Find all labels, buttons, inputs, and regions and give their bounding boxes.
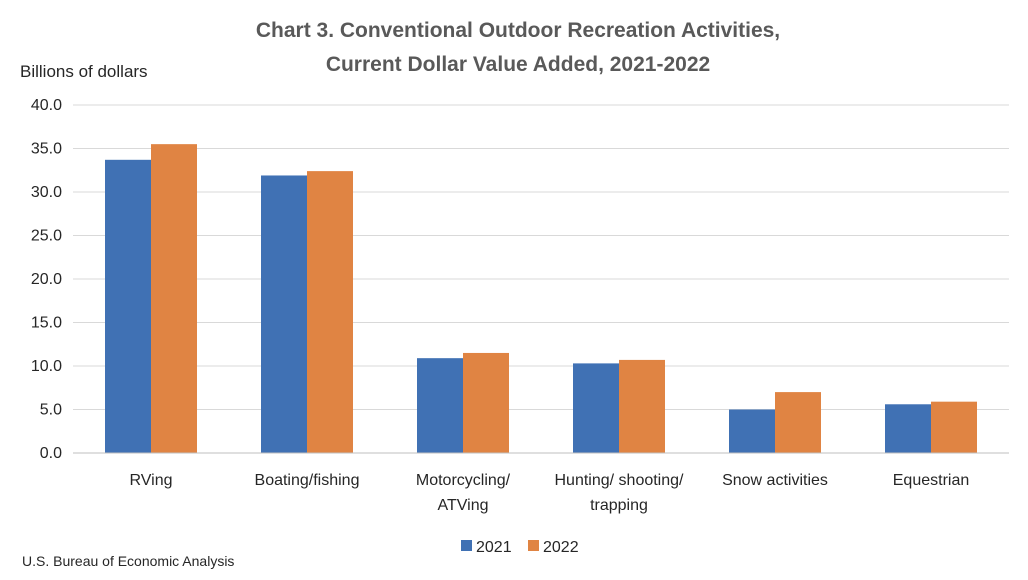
legend-swatch-2022 — [528, 540, 539, 551]
bar-2021 — [105, 159, 151, 453]
legend: 2021 2022 — [461, 539, 579, 556]
legend-label: 2021 — [476, 539, 512, 556]
bar-2022 — [775, 392, 821, 453]
legend-swatch-2021 — [461, 540, 472, 551]
y-axis-label: Billions of dollars — [20, 62, 148, 81]
x-category-label: ATVing — [438, 497, 489, 514]
y-tick-label: 30.0 — [31, 184, 62, 201]
x-category-label: Equestrian — [893, 472, 970, 489]
bar-2022 — [619, 359, 665, 453]
gridlines — [73, 104, 1009, 410]
x-category-label: Hunting/ shooting/ — [555, 472, 685, 489]
bar-2022 — [931, 401, 977, 453]
bar-2021 — [729, 409, 775, 453]
y-tick-label: 5.0 — [40, 402, 62, 419]
bar-2022 — [463, 352, 509, 453]
bar-2022 — [307, 171, 353, 453]
y-tick-label: 15.0 — [31, 315, 62, 332]
source-note: U.S. Bureau of Economic Analysis — [22, 553, 234, 569]
y-tick-label: 40.0 — [31, 97, 62, 114]
bar-2021 — [417, 358, 463, 453]
x-category-label: Snow activities — [722, 472, 828, 489]
bar-2022 — [151, 144, 197, 453]
bars — [105, 144, 977, 453]
chart-title: Chart 3. Conventional Outdoor Recreation… — [256, 19, 780, 76]
y-tick-label: 0.0 — [40, 445, 62, 462]
y-tick-label: 35.0 — [31, 141, 62, 158]
x-category-label: trapping — [590, 497, 648, 514]
chart-title-line-1: Chart 3. Conventional Outdoor Recreation… — [256, 19, 780, 42]
y-tick-label: 10.0 — [31, 358, 62, 375]
x-category-label: Motorcycling/ — [416, 472, 511, 489]
y-axis-ticks: 0.0 5.0 10.0 15.0 20.0 25.0 30.0 35.0 40.0 — [31, 97, 62, 462]
bar-2021 — [261, 175, 307, 453]
y-tick-label: 20.0 — [31, 271, 62, 288]
x-category-label: RVing — [130, 472, 173, 489]
legend-label: 2022 — [543, 539, 579, 556]
bar-2021 — [573, 363, 619, 453]
bar-2021 — [885, 404, 931, 453]
y-tick-label: 25.0 — [31, 228, 62, 245]
x-axis-categories: RVing Boating/fishing Motorcycling/ATVing H… — [130, 472, 970, 514]
x-category-label: Boating/fishing — [255, 472, 360, 489]
chart-title-line-2: Current Dollar Value Added, 2021-2022 — [326, 53, 710, 76]
